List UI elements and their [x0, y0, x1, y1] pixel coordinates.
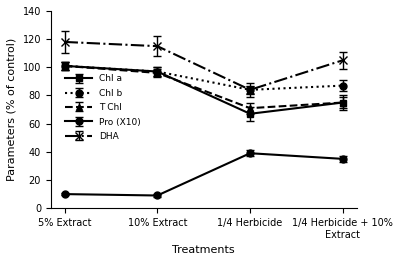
X-axis label: Treatments: Treatments: [172, 245, 235, 255]
Legend: Chl a, Chl b, T Chl, Pro (X10), DHA: Chl a, Chl b, T Chl, Pro (X10), DHA: [61, 71, 145, 145]
Y-axis label: Parameters (% of control): Parameters (% of control): [7, 38, 17, 181]
